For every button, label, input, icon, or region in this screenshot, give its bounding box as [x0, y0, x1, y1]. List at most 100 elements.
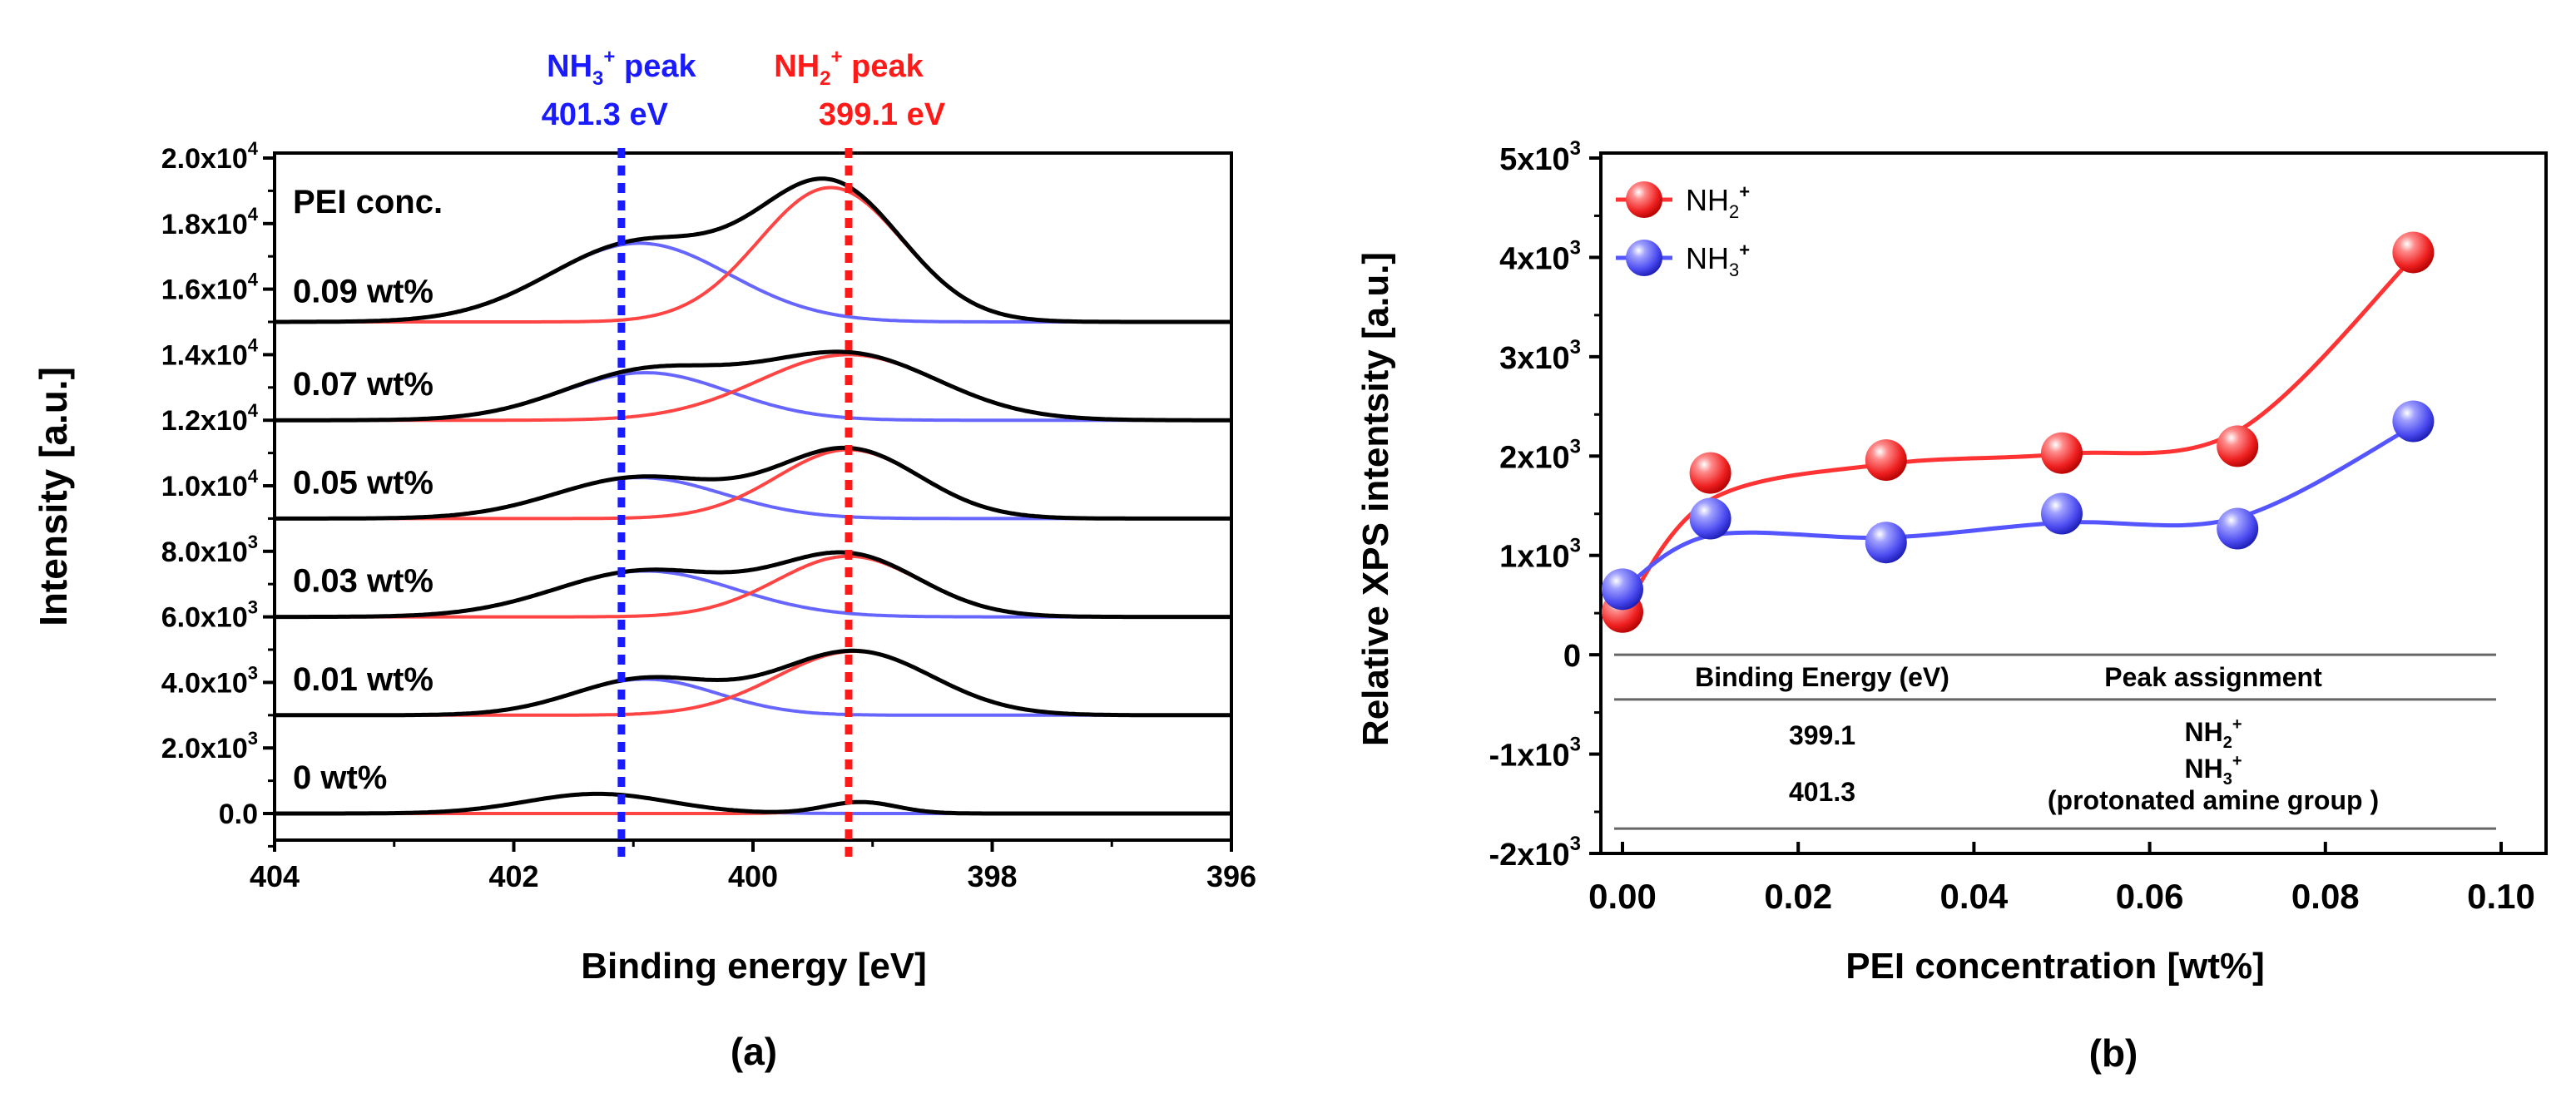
data-point-nh3: [1689, 497, 1731, 540]
y-tick-label: 1.6x104: [161, 270, 259, 306]
text-part: NH: [2184, 717, 2222, 747]
panel-label-b: (b): [2089, 1031, 2138, 1075]
y-tick-exponent: 3: [248, 532, 258, 552]
table-assignment: NH2+: [2184, 715, 2242, 752]
table-energy: 399.1: [1789, 720, 1855, 750]
trace-label: 0.03 wt%: [293, 563, 433, 600]
text-part: peak: [615, 49, 696, 84]
text-part: 1.8x10: [161, 209, 248, 240]
text-part: NH: [547, 49, 592, 84]
total-spectrum-curve: [275, 445, 1231, 521]
x-tick-label: 0.10: [2467, 877, 2535, 916]
text-part: 6.0x10: [161, 602, 248, 634]
text-part: +: [2232, 715, 2242, 734]
data-point-nh3: [1602, 568, 1643, 611]
y-tick-exponent: 3: [1570, 734, 1581, 756]
total-spectrum-curve: [275, 648, 1231, 718]
x-axis-title: Binding energy [eV]: [581, 946, 927, 987]
y-tick-label: 8.0x103: [161, 532, 258, 568]
trace-label: 0.05 wt%: [293, 464, 433, 501]
x-tick-label: 0.08: [2291, 877, 2360, 916]
x-tick-label: 396: [1206, 859, 1256, 893]
y-tick-label: 0: [1563, 639, 1581, 674]
y-tick-label: 0.0: [219, 799, 258, 830]
text-part: 4x10: [1499, 241, 1570, 276]
text-part: 1.6x10: [161, 274, 248, 306]
text-part: +: [2232, 752, 2242, 770]
table-assignment: NH3+: [2184, 752, 2242, 789]
y-tick-label: -2x103: [1489, 833, 1581, 873]
table-assignment-note: (protonated amine group ): [2048, 785, 2379, 815]
text-part: NH: [2184, 754, 2222, 784]
y-tick-label: -1x103: [1489, 734, 1581, 774]
y-tick-exponent: 4: [248, 270, 259, 290]
data-point-nh3: [2041, 492, 2083, 535]
data-point-nh2: [2217, 425, 2259, 467]
text-part: NH: [1686, 241, 1729, 275]
text-part: -2x10: [1489, 838, 1569, 873]
trace-label: 0.01 wt%: [293, 661, 433, 698]
x-tick-label: 402: [488, 859, 538, 893]
y-axis-title: Intensity [a.u.]: [32, 367, 75, 626]
text-part: +: [1739, 181, 1750, 202]
y-tick-exponent: 4: [248, 138, 259, 159]
y-tick-label: 1x103: [1499, 535, 1581, 575]
y-tick-label: 5x103: [1499, 137, 1581, 177]
legend-label: NH2+: [1686, 181, 1750, 222]
text-part: 3: [2223, 770, 2232, 789]
table-energy: 401.3: [1789, 777, 1855, 807]
legend-label: NH3+: [1686, 240, 1750, 280]
panel-a-spectra-chart: 404 402 400 398 3960.02.0x1034.0x1036.0x1038…: [32, 46, 1256, 1073]
y-axis-title: Relative XPS intentsity [a.u.]: [1355, 252, 1396, 746]
x-tick-label: 398: [967, 859, 1017, 893]
trace-label: 0 wt%: [293, 759, 387, 796]
y-tick-exponent: 4: [248, 334, 259, 355]
y-tick-exponent: 4: [248, 204, 259, 225]
y-tick-exponent: 3: [1570, 336, 1581, 359]
panel-label-a: (a): [731, 1030, 777, 1073]
y-tick-label: 4.0x103: [161, 662, 258, 699]
total-spectrum-curve: [275, 791, 1231, 816]
y-tick-exponent: 3: [1570, 137, 1581, 160]
table-header: Peak assignment: [2104, 662, 2322, 692]
y-tick-exponent: 3: [248, 728, 258, 749]
panel-b-intensity-chart: 0.00 0.02 0.04 0.06 0.08 0.10-2x103-1x10301x1…: [1355, 137, 2548, 1075]
total-spectrum-curve: [275, 349, 1231, 423]
y-tick-exponent: 4: [248, 400, 259, 421]
table-header: Binding Energy (eV): [1695, 662, 1949, 692]
y-tick-exponent: 3: [248, 597, 258, 618]
y-tick-label: 3x103: [1499, 336, 1581, 376]
y-tick-label: 2.0x104: [161, 138, 259, 175]
x-tick-label: 0.02: [1764, 877, 1832, 916]
text-part: 3: [592, 67, 603, 90]
data-point-nh3: [2217, 507, 2259, 550]
data-point-nh2: [2392, 231, 2435, 274]
text-part: 2: [2223, 734, 2232, 752]
y-tick-label: 1.8x104: [161, 204, 259, 240]
peak-marker-title: NH2+ peak: [774, 46, 924, 90]
text-part: 2x10: [1499, 440, 1570, 475]
legend-marker: [1626, 240, 1662, 276]
y-tick-label: 1.2x104: [161, 400, 259, 437]
y-tick-label: 1.4x104: [161, 334, 259, 371]
text-part: 5x10: [1499, 142, 1570, 177]
x-tick-label: 0.06: [2116, 877, 2184, 916]
data-point-nh2: [1865, 439, 1907, 482]
text-part: +: [603, 46, 615, 68]
x-axis-title: PEI concentration [wt%]: [1845, 946, 2265, 987]
text-part: 0: [1563, 639, 1581, 674]
data-point-nh2: [2041, 432, 2083, 474]
y-tick-label: 2x103: [1499, 435, 1581, 475]
data-point-nh3: [1865, 522, 1907, 564]
data-point-nh3: [2392, 400, 2435, 443]
legend-marker: [1626, 181, 1662, 218]
text-part: 3: [1729, 260, 1739, 280]
x-tick-label: 404: [250, 859, 300, 893]
trace-label: 0.09 wt%: [293, 274, 433, 310]
y-tick-exponent: 3: [1570, 236, 1581, 259]
text-part: 1.2x10: [161, 405, 248, 437]
x-tick-label: 0.04: [1940, 877, 2009, 916]
text-part: +: [1739, 240, 1750, 260]
text-part: 2.0x10: [161, 143, 248, 175]
y-tick-exponent: 3: [248, 662, 258, 683]
